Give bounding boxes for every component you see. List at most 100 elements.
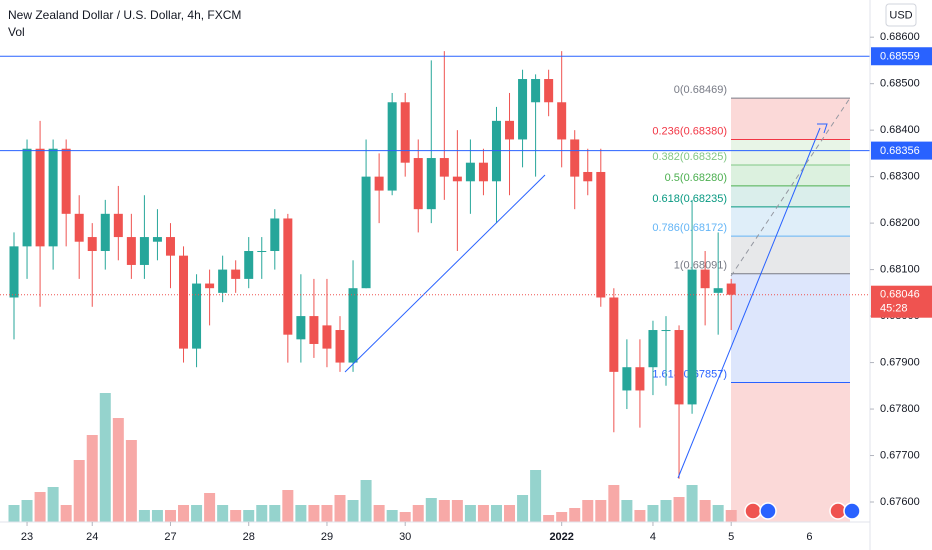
volume-bar [347, 500, 359, 522]
volume-bar [178, 505, 190, 522]
candle-body [661, 330, 671, 332]
volume-bar [230, 510, 242, 522]
candle-body [205, 283, 215, 289]
chart-title: New Zealand Dollar / U.S. Dollar, 4h, FX… [8, 8, 241, 22]
x-tick-label: 28 [243, 531, 255, 543]
volume-bar [673, 497, 685, 522]
candle-body [22, 148, 32, 247]
volume-bar [21, 500, 33, 522]
volume-bar [112, 418, 124, 522]
fibonacci-tool: 0(0.68469) 0.236(0.68380) 0.382(0.68325) 0.… [652, 84, 850, 522]
volume-bar [647, 505, 659, 522]
y-tick-label: 0.67700 [880, 449, 920, 461]
volume-bar [321, 505, 333, 522]
fib-label: 0.786(0.68172) [652, 222, 727, 234]
candle-body [622, 367, 632, 391]
candle-body [296, 316, 306, 340]
candle-body [283, 218, 293, 335]
volume-bar [699, 500, 711, 522]
candle-body [531, 79, 541, 103]
candle-body [374, 176, 384, 191]
fib-zone [731, 206, 850, 237]
candle-body [400, 102, 410, 163]
volume-bar [386, 510, 398, 522]
fib-label: 0(0.68469) [674, 84, 727, 96]
candle-body [231, 269, 241, 279]
x-tick-label: 30 [399, 531, 411, 543]
volume-bar [373, 505, 385, 522]
candle-body [452, 176, 462, 182]
volume-bar [477, 505, 489, 522]
candle-body [648, 330, 658, 368]
volume-bar [60, 505, 72, 522]
fib-zone [731, 382, 850, 522]
volume-bar [191, 505, 203, 522]
candle-body [100, 213, 110, 252]
fib-label: 0.5(0.68280) [665, 172, 727, 184]
candle-body [700, 269, 710, 289]
volume-bar [47, 487, 59, 522]
y-tick-label: 0.67800 [880, 403, 920, 415]
candle-body [113, 213, 123, 238]
candle-body [322, 325, 332, 349]
candle-body [61, 148, 71, 214]
volume-bar [34, 492, 46, 522]
fib-zone [731, 98, 850, 140]
volume-bar [712, 505, 724, 522]
volume-bar [556, 512, 568, 522]
y-tick-label: 0.67900 [880, 356, 920, 368]
y-tick-label: 0.68500 [880, 78, 920, 90]
candle-body [609, 297, 619, 372]
currency-button[interactable] [885, 3, 917, 27]
event-icon[interactable] [744, 502, 762, 520]
fib-zone [731, 185, 850, 207]
volume-bar [256, 505, 268, 522]
fib-label: 0.618(0.68235) [652, 193, 727, 205]
x-tick-label: 5 [728, 531, 734, 543]
x-tick-label: 27 [164, 531, 176, 543]
candle-body [126, 237, 136, 265]
candle-body [465, 162, 475, 182]
event-icons [744, 502, 861, 520]
volume-pane [8, 393, 737, 522]
currency-button-label[interactable]: USD [889, 9, 912, 21]
volume-bar [621, 500, 633, 522]
candle-body [518, 79, 528, 140]
y-tick-label: 0.67600 [880, 496, 920, 508]
price-axis-bg [870, 0, 932, 550]
volume-bar [99, 393, 111, 522]
volume-bar [517, 495, 529, 522]
candle-body [635, 367, 645, 391]
volume-bar [204, 493, 216, 522]
price-tag-label: 0.68356 [880, 145, 920, 157]
y-tick-label: 0.68600 [880, 31, 920, 43]
fib-zone [731, 139, 850, 166]
candle-body [557, 102, 567, 140]
fib-zone [731, 236, 850, 274]
candle-body [218, 269, 228, 293]
arrow-head [817, 123, 828, 134]
y-tick-label: 0.68400 [880, 124, 920, 136]
event-icon[interactable] [843, 502, 861, 520]
candle-body [687, 269, 697, 405]
candle-body [596, 171, 606, 298]
volume-bar [504, 505, 516, 522]
trend-line [344, 174, 546, 373]
candles [9, 51, 736, 479]
candle-body [257, 251, 267, 253]
volume-bar [595, 500, 607, 522]
volume-bar [243, 510, 255, 522]
candle-body [361, 176, 371, 289]
candle-body [9, 246, 19, 298]
candle-body [570, 139, 580, 177]
candle-body [165, 237, 175, 256]
time-axis-bg [0, 522, 870, 550]
candle-body [152, 237, 162, 242]
fib-label: 0.382(0.68325) [652, 151, 727, 163]
candle-body [74, 213, 84, 242]
price-tag [871, 47, 932, 66]
candle-body [335, 330, 345, 363]
candle-body [35, 148, 45, 247]
event-icon[interactable] [759, 502, 777, 520]
